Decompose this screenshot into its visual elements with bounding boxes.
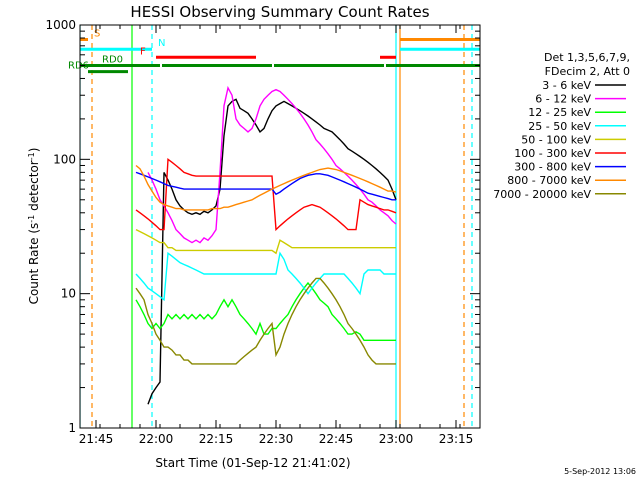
x-tick-label: 21:45	[79, 432, 114, 446]
series-line	[147, 98, 397, 405]
series-line	[135, 228, 396, 255]
chart-title: HESSI Observing Summary Count Rates	[130, 3, 429, 21]
series-line	[135, 277, 396, 365]
flag-label: S	[94, 28, 100, 39]
legend-entry: 6 - 12 keV	[535, 93, 591, 106]
legend-header-decimation: FDecim 2, Att 0	[545, 65, 630, 78]
legend-entry: 50 - 100 keV	[521, 133, 591, 146]
y-axis: 1 10 100 1000	[45, 18, 480, 435]
legend-entry: 800 - 7000 keV	[507, 174, 591, 187]
y-tick-label: 1000	[45, 18, 76, 32]
x-axis-label: Start Time (01-Sep-12 21:41:02)	[155, 456, 350, 470]
series-line	[135, 164, 397, 211]
legend-entry: 25 - 50 keV	[528, 120, 591, 133]
flag-label: RD6	[68, 61, 89, 72]
transition-lines	[80, 25, 473, 428]
series-line	[135, 171, 396, 201]
state-flags: S N F RD0 RD6	[68, 28, 480, 74]
y-tick-label: 100	[53, 152, 76, 166]
x-tick-label: 23:00	[379, 432, 414, 446]
legend-entry: 3 - 6 keV	[542, 79, 591, 92]
legend-header-detectors: Det 1,3,5,6,7,9,	[544, 51, 630, 64]
legend-entry: 300 - 800 keV	[514, 161, 591, 174]
x-tick-label: 22:00	[139, 432, 174, 446]
flag-label: RD0	[102, 54, 123, 65]
series-line	[135, 157, 397, 232]
flag-label: N	[158, 38, 165, 49]
x-tick-label: 22:15	[199, 432, 234, 446]
y-axis-label: Count Rate (s-1 detector-1)	[27, 148, 41, 305]
legend-entry: 12 - 25 keV	[528, 106, 591, 119]
flag-label: F	[140, 46, 146, 57]
y-tick-label: 1	[68, 421, 76, 435]
series-line	[135, 281, 396, 341]
timestamp: 5-Sep-2012 13:06	[564, 467, 636, 476]
series-lines	[135, 85, 397, 405]
y-tick-label: 10	[61, 287, 76, 301]
legend-entry: 100 - 300 keV	[514, 147, 591, 160]
legend-entry: 7000 - 20000 keV	[493, 188, 591, 201]
x-tick-label: 22:45	[319, 432, 354, 446]
series-line	[147, 85, 397, 244]
x-tick-label: 23:15	[439, 432, 474, 446]
x-axis: 21:45 22:00 22:15 22:30 22:45 23:00 23:15	[79, 25, 481, 446]
x-tick-label: 22:30	[259, 432, 294, 446]
series-line	[135, 251, 396, 302]
